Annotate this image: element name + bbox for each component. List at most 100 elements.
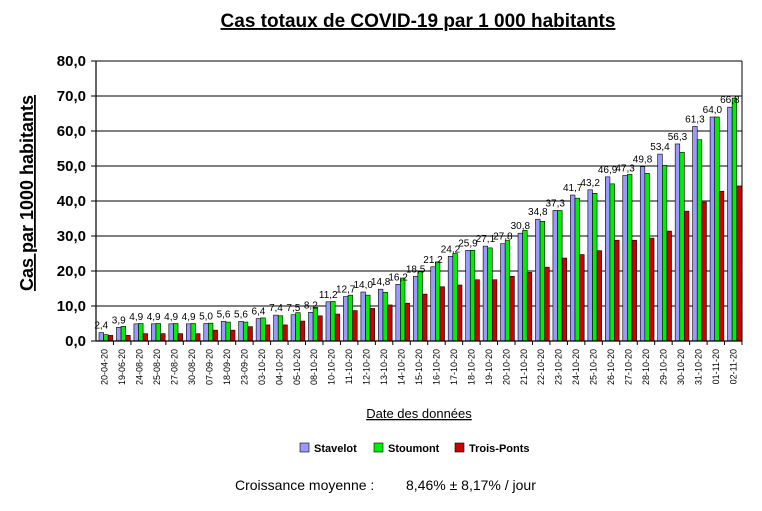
- x-tick-label: 28-10-20: [641, 349, 651, 385]
- bar: [430, 266, 436, 342]
- x-tick-label: 18-10-20: [466, 349, 476, 385]
- data-label: 27,1: [476, 234, 496, 245]
- x-tick-label: 24-10-20: [571, 349, 581, 385]
- bar: [587, 189, 593, 342]
- bar: [212, 329, 218, 342]
- chart-title: Cas totaux de COVID-19 par 1 000 habitan…: [221, 11, 616, 32]
- bar: [609, 183, 615, 342]
- x-tick-label: 02-11-20: [728, 349, 738, 384]
- x-tick-label: 30-10-20: [676, 349, 686, 385]
- bar: [125, 335, 131, 342]
- bar: [277, 315, 284, 342]
- bar: [439, 286, 445, 342]
- bar: [627, 174, 633, 342]
- bar: [487, 247, 493, 342]
- bar: [133, 323, 139, 342]
- x-tick-label: 31-10-20: [693, 349, 703, 385]
- data-label: 14,0: [353, 280, 373, 291]
- bar: [666, 230, 672, 342]
- bar: [160, 333, 166, 342]
- x-tick-label: 20-04-20: [100, 349, 110, 385]
- y-tick-label: 10,0: [57, 298, 86, 315]
- legend-label: Trois-Ponts: [469, 443, 530, 455]
- data-label: 8,2: [304, 300, 318, 311]
- x-tick-label: 15-10-20: [414, 349, 424, 385]
- bar: [657, 153, 663, 342]
- data-label: 5,6: [234, 309, 248, 320]
- bar: [255, 318, 262, 342]
- bar: [330, 301, 336, 342]
- legend-label: Stoumont: [388, 443, 440, 455]
- bar: [570, 194, 576, 342]
- x-tick-label: 08-10-20: [309, 349, 319, 385]
- bar: [282, 324, 288, 342]
- bar: [190, 323, 196, 342]
- data-label: 5,0: [199, 312, 213, 323]
- x-tick-label: 12-10-20: [362, 349, 372, 385]
- x-tick-label: 19-10-20: [484, 349, 494, 385]
- bar: [579, 254, 585, 342]
- bar: [639, 166, 646, 342]
- bar: [422, 293, 428, 342]
- bar: [395, 283, 401, 342]
- data-label: 53,4: [650, 142, 670, 153]
- x-tick-label: 14-10-20: [397, 349, 407, 385]
- bar: [561, 257, 568, 342]
- data-label: 41,7: [563, 183, 583, 194]
- bar: [535, 218, 541, 342]
- bar: [731, 97, 738, 342]
- data-label: 7,4: [269, 303, 283, 314]
- bar: [674, 143, 681, 342]
- data-label: 11,2: [319, 290, 338, 301]
- bar: [387, 304, 393, 342]
- bar: [168, 323, 174, 342]
- legend-swatch: [373, 442, 384, 453]
- data-label: 43,2: [580, 178, 600, 189]
- bar: [238, 321, 244, 342]
- x-tick-label: 01-11-20: [711, 349, 721, 384]
- data-label: 34,8: [528, 207, 548, 218]
- bar: [242, 321, 249, 342]
- bar: [504, 240, 511, 342]
- bar: [605, 176, 611, 342]
- bar: [684, 210, 690, 342]
- bar: [225, 321, 231, 342]
- x-tick-label: 20-10-20: [501, 349, 511, 385]
- y-tick-label: 80,0: [57, 53, 86, 70]
- x-tick-label: 11-10-20: [344, 349, 354, 384]
- data-label: 27,8: [493, 232, 513, 243]
- data-label: 5,6: [217, 309, 231, 320]
- bar: [517, 232, 523, 342]
- bar: [709, 116, 715, 342]
- legend-label: Stavelot: [314, 443, 357, 455]
- bar: [692, 126, 698, 342]
- data-label: 61,3: [685, 114, 705, 125]
- bar: [220, 321, 227, 342]
- data-label: 4,9: [129, 312, 143, 323]
- x-tick-label: 19-06-20: [117, 349, 127, 385]
- bar: [649, 237, 655, 342]
- legend: Stavelot Stoumont Trois-Ponts: [299, 442, 530, 455]
- data-label: 2,4: [94, 321, 108, 332]
- data-label: 12,7: [336, 285, 356, 296]
- bar: [412, 275, 419, 342]
- bar: [203, 323, 209, 342]
- bar: [404, 302, 410, 342]
- bar: [308, 311, 314, 342]
- y-ticks: 0,0 10,0 20,0 30,0 40,0 50,0 60,0 70,0 80,0: [57, 53, 96, 350]
- data-label: 46,9: [598, 165, 618, 176]
- bar: [155, 323, 161, 342]
- bar: [447, 255, 454, 342]
- data-label: 18,5: [406, 264, 426, 275]
- growth-value: 8,46% ± 8,17% / jour: [406, 477, 536, 493]
- bar: [482, 245, 489, 342]
- y-tick-label: 70,0: [57, 88, 86, 105]
- bar: [343, 296, 349, 342]
- data-label: 4,9: [164, 312, 178, 323]
- bar: [596, 250, 602, 342]
- bar: [727, 106, 733, 342]
- bar: [714, 116, 720, 342]
- bar: [465, 250, 471, 342]
- bar: [177, 333, 183, 342]
